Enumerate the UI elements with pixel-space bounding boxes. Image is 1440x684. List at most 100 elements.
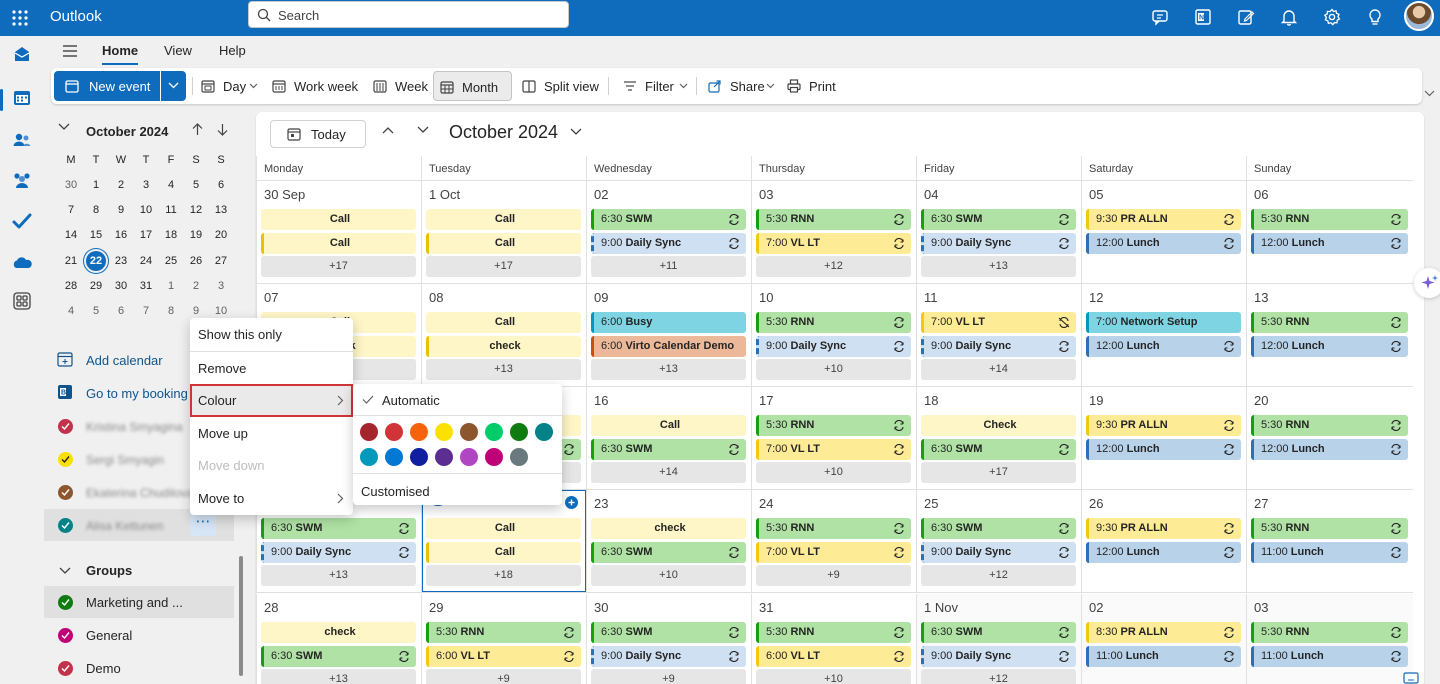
more-options-button[interactable]: ⋯: [190, 512, 216, 536]
calendar-event[interactable]: 12:00 Lunch: [1086, 335, 1241, 357]
avatar[interactable]: [1404, 1, 1434, 31]
more-events-button[interactable]: +13: [261, 669, 416, 684]
onenote-icon[interactable]: N: [1193, 7, 1213, 27]
mini-calendar-day[interactable]: 29: [89, 279, 103, 292]
add-event-icon[interactable]: [565, 496, 578, 509]
day-number[interactable]: 30 Sep: [264, 187, 306, 202]
day-number[interactable]: 02: [594, 187, 609, 202]
tab-view[interactable]: View: [164, 43, 192, 58]
day-cell[interactable]: 02 6:30 SWM 9:00 Daily Sync +11: [586, 181, 751, 284]
day-number[interactable]: 20: [1254, 393, 1269, 408]
mini-calendar-day[interactable]: 9: [117, 204, 125, 217]
mail-icon[interactable]: [11, 44, 33, 66]
more-events-button[interactable]: +10: [591, 565, 746, 586]
mini-calendar-day[interactable]: 20: [214, 229, 228, 242]
arrow-up-icon[interactable]: [192, 123, 203, 136]
calendar-event[interactable]: check: [261, 622, 416, 643]
calendar-event[interactable]: Call: [591, 415, 746, 436]
calendar-event[interactable]: 6:30 SWM: [591, 622, 746, 643]
day-number[interactable]: 25: [924, 496, 939, 511]
day-cell[interactable]: 11 7:00 VL LT 9:00 Daily Sync +14: [916, 284, 1081, 387]
calendar-event[interactable]: 5:30 RNN: [756, 209, 911, 230]
calendar-list-item[interactable]: Ekaterina Chudilova: [44, 476, 234, 508]
calendar-event[interactable]: 9:00 Daily Sync: [591, 645, 746, 667]
day-cell[interactable]: 26 9:30 PR ALLN 12:00 Lunch: [1081, 490, 1246, 593]
tab-home[interactable]: Home: [102, 43, 139, 58]
calendar-event[interactable]: 11:00 Lunch: [1251, 645, 1408, 667]
day-number[interactable]: 29: [429, 600, 444, 615]
more-events-button[interactable]: +18: [426, 565, 581, 586]
mini-calendar-day[interactable]: 16: [114, 229, 128, 242]
day-number[interactable]: 26: [1089, 496, 1104, 511]
bell-icon[interactable]: [1279, 7, 1299, 27]
hamburger-menu-icon[interactable]: [62, 44, 78, 58]
more-events-button[interactable]: +17: [921, 462, 1076, 483]
onedrive-icon[interactable]: [11, 252, 33, 274]
mini-calendar-day[interactable]: 4: [67, 305, 75, 317]
colour-swatch[interactable]: [360, 423, 378, 441]
calendar-event[interactable]: Call: [261, 209, 416, 230]
calendar-event[interactable]: 12:00 Lunch: [1086, 232, 1241, 254]
calendar-event[interactable]: 9:00 Daily Sync: [756, 335, 911, 357]
mini-calendar-day[interactable]: 6: [217, 179, 225, 191]
groups-icon[interactable]: [11, 170, 33, 192]
mini-calendar-day[interactable]: 30: [64, 179, 78, 191]
calendar-icon[interactable]: [11, 87, 33, 109]
calendar-event[interactable]: 8:30 PR ALLN: [1086, 622, 1241, 643]
mini-calendar-day[interactable]: 10: [214, 305, 228, 317]
colour-swatch[interactable]: [385, 448, 403, 466]
left-pane-scrollbar[interactable]: [239, 556, 243, 676]
calendar-event[interactable]: 6:00 Virto Calendar Demo: [591, 335, 746, 357]
day-number[interactable]: 04: [924, 187, 939, 202]
calendar-event[interactable]: Check: [921, 415, 1076, 436]
group-list-item[interactable]: Marketing and ...: [44, 586, 234, 618]
calendar-event[interactable]: 5:30 RNN: [1251, 209, 1408, 230]
mini-calendar-day[interactable]: 6: [117, 305, 125, 317]
calendar-event[interactable]: 6:30 SWM: [261, 645, 416, 667]
group-color-check[interactable]: [58, 661, 73, 676]
day-number[interactable]: 02: [1089, 600, 1104, 615]
calendar-event[interactable]: 5:30 RNN: [1251, 312, 1408, 333]
calendar-event[interactable]: 9:00 Daily Sync: [921, 541, 1076, 563]
calendar-event[interactable]: Call: [426, 541, 581, 563]
day-number[interactable]: 27: [1254, 496, 1269, 511]
day-number[interactable]: 16: [594, 393, 609, 408]
chevron-up-icon[interactable]: [382, 126, 394, 134]
calendar-event[interactable]: 6:00 VL LT: [756, 645, 911, 667]
more-events-button[interactable]: +12: [756, 256, 911, 277]
share-button[interactable]: Share: [702, 71, 776, 101]
day-cell[interactable]: 04 6:30 SWM 9:00 Daily Sync +13: [916, 181, 1081, 284]
calendar-event[interactable]: 6:30 SWM: [591, 209, 746, 230]
calendar-event[interactable]: 5:30 RNN: [756, 312, 911, 333]
calendar-event[interactable]: 5:30 RNN: [756, 518, 911, 539]
day-cell[interactable]: 20 5:30 RNN 12:00 Lunch: [1246, 387, 1413, 490]
chevron-down-icon[interactable]: [570, 128, 582, 136]
more-events-button[interactable]: +9: [591, 669, 746, 684]
groups-heading[interactable]: Groups: [86, 563, 133, 578]
mini-calendar-day[interactable]: 24: [139, 254, 153, 267]
more-events-button[interactable]: +11: [591, 256, 746, 277]
calendar-event[interactable]: 7:00 Network Setup: [1086, 312, 1241, 333]
day-cell[interactable]: 17 5:30 RNN 7:00 VL LT +10: [751, 387, 916, 490]
day-cell[interactable]: 1 Nov 6:30 SWM 9:00 Daily Sync +12: [916, 594, 1081, 684]
more-events-button[interactable]: +9: [426, 669, 581, 684]
more-events-button[interactable]: +13: [591, 359, 746, 380]
calendar-color-check[interactable]: [58, 485, 73, 500]
calendar-event[interactable]: 6:30 SWM: [921, 438, 1076, 460]
teams-chat-icon[interactable]: [1150, 7, 1170, 27]
mini-calendar-day[interactable]: 15: [89, 229, 103, 242]
day-number[interactable]: 07: [264, 290, 279, 305]
day-cell[interactable]: 13 5:30 RNN 12:00 Lunch: [1246, 284, 1413, 387]
mini-calendar-day[interactable]: 30: [114, 279, 128, 292]
mini-calendar-day[interactable]: 8: [167, 305, 175, 317]
day-cell[interactable]: 25 6:30 SWM 9:00 Daily Sync +12: [916, 490, 1081, 593]
colour-swatch[interactable]: [435, 423, 453, 441]
day-number[interactable]: 05: [1089, 187, 1104, 202]
calendar-event[interactable]: 9:00 Daily Sync: [921, 335, 1076, 357]
day-cell[interactable]: 02 8:30 PR ALLN 11:00 Lunch: [1081, 594, 1246, 684]
colour-swatch[interactable]: [485, 448, 503, 466]
day-number[interactable]: 18: [924, 393, 939, 408]
day-cell[interactable]: 23 check 6:30 SWM +10: [586, 490, 751, 593]
day-cell[interactable]: 18 Check 6:30 SWM +17: [916, 387, 1081, 490]
calendar-event[interactable]: 12:00 Lunch: [1086, 541, 1241, 563]
